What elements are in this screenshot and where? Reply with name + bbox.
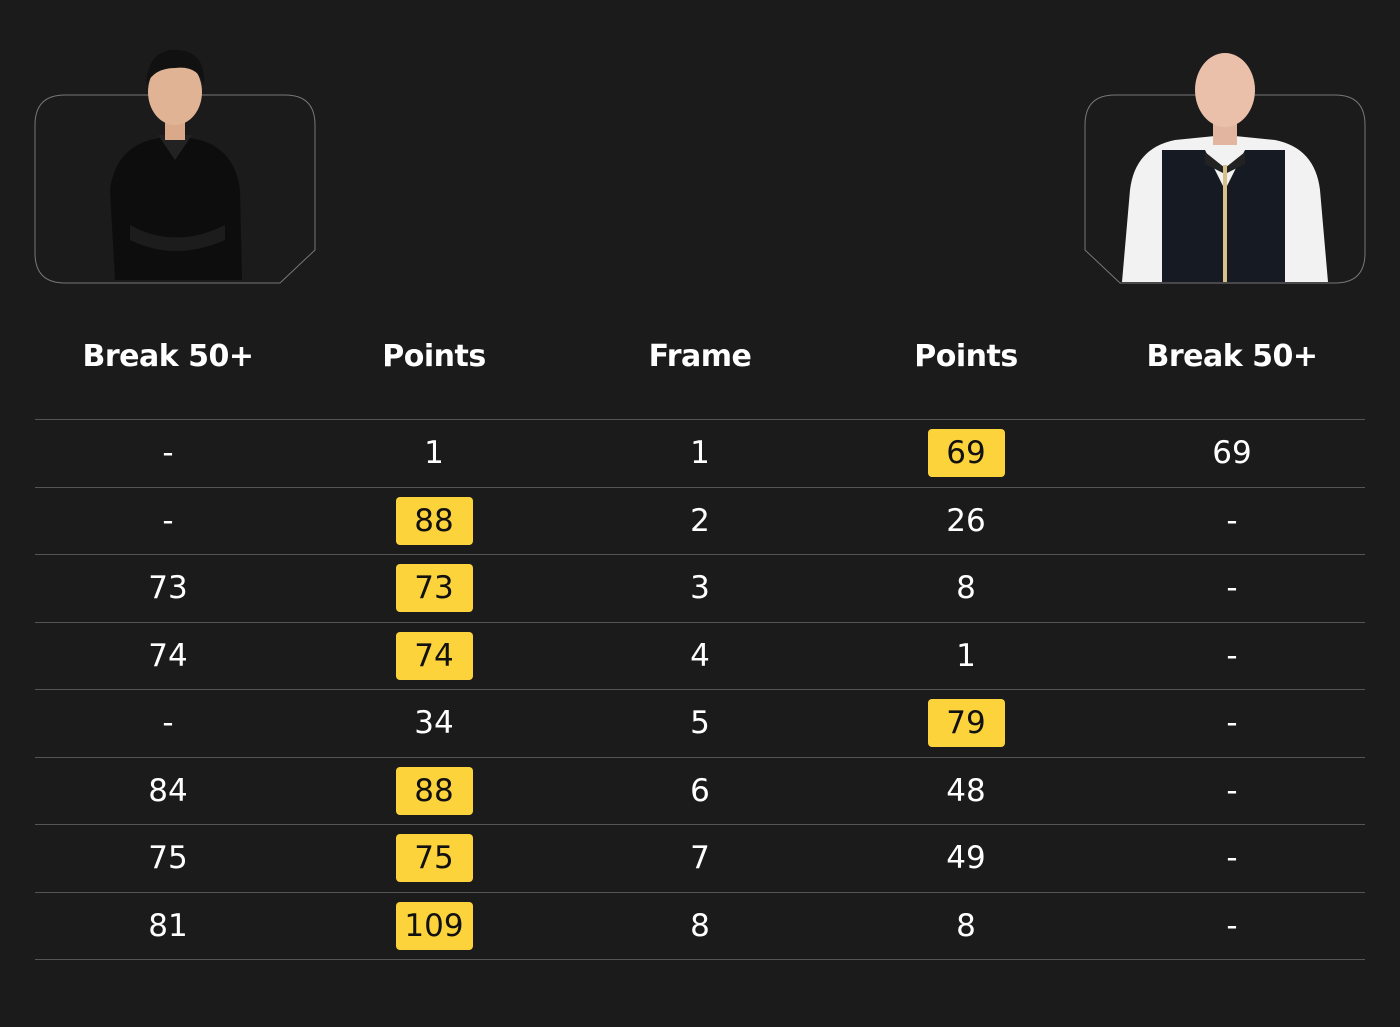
break-value: - (1226, 907, 1238, 944)
break-value: 75 (148, 840, 188, 877)
cell-break-left: - (35, 497, 301, 545)
cell-frame: 1 (567, 429, 833, 477)
cell-frame: 6 (567, 767, 833, 815)
header-frame: Frame (648, 339, 752, 374)
points-value: 8 (956, 907, 976, 944)
break-value: - (162, 435, 174, 472)
cell-frame: 8 (567, 902, 833, 950)
cell-points-left: 88 (301, 496, 567, 545)
frame-number: 7 (690, 840, 710, 877)
frame-scores-table: -1 1 69 69-88 2 26-73 73 3 8-74 74 4 1- -34 5 79-84 88 6… (35, 419, 1365, 960)
table-row: - 88 2 26 - (35, 488, 1365, 555)
header-points-right: Points (914, 339, 1018, 374)
cell-break-right: - (1099, 699, 1365, 747)
player-photo-left (30, 40, 320, 285)
break-value: - (1226, 840, 1238, 877)
break-value: - (1226, 772, 1238, 809)
winning-points-badge: 74 (395, 631, 473, 680)
cell-points-left: 74 (301, 631, 567, 680)
header-break-right: Break 50+ (1146, 339, 1318, 374)
points-value: 1 (956, 637, 976, 674)
points-value: 48 (946, 772, 986, 809)
cell-points-right: 69 (833, 429, 1099, 478)
frame-number: 3 (690, 570, 710, 607)
break-value: 74 (148, 637, 188, 674)
cell-points-right: 48 (833, 767, 1099, 815)
frame-number: 6 (690, 772, 710, 809)
winning-points-badge: 79 (927, 699, 1005, 748)
cell-break-left: 73 (35, 564, 301, 612)
header-points-left: Points (382, 339, 486, 374)
cell-break-right: - (1099, 632, 1365, 680)
cell-break-left: - (35, 699, 301, 747)
cell-break-right: - (1099, 902, 1365, 950)
break-value: 73 (148, 570, 188, 607)
points-value: 49 (946, 840, 986, 877)
break-value: 84 (148, 772, 188, 809)
cell-break-right: - (1099, 834, 1365, 882)
cell-points-right: 1 (833, 632, 1099, 680)
points-value: 34 (414, 705, 454, 742)
cell-break-left: 84 (35, 767, 301, 815)
player-photo-right (1080, 40, 1370, 285)
table-row: 75 75 7 49 - (35, 825, 1365, 893)
points-value: 1 (424, 435, 444, 472)
frame-number: 2 (690, 502, 710, 539)
cell-frame: 3 (567, 564, 833, 612)
table-row: 81 109 8 8 - (35, 893, 1365, 960)
winning-points-badge: 73 (395, 564, 473, 613)
cell-break-left: - (35, 429, 301, 477)
table-row: 73 73 3 8 - (35, 555, 1365, 623)
break-value: - (1226, 637, 1238, 674)
break-value: - (162, 705, 174, 742)
cell-break-right: - (1099, 497, 1365, 545)
break-value: - (1226, 502, 1238, 539)
frame-number: 1 (690, 435, 710, 472)
points-value: 8 (956, 570, 976, 607)
cell-break-right: - (1099, 767, 1365, 815)
cell-points-left: 109 (301, 901, 567, 950)
winning-points-badge: 75 (395, 834, 473, 883)
break-value: 69 (1212, 435, 1252, 472)
cell-points-left: 1 (301, 429, 567, 477)
break-value: - (1226, 705, 1238, 742)
cell-points-right: 8 (833, 564, 1099, 612)
frame-number: 4 (690, 637, 710, 674)
winning-points-badge: 109 (395, 901, 473, 950)
winning-points-badge: 88 (395, 766, 473, 815)
table-row: 84 88 6 48 - (35, 758, 1365, 825)
cell-frame: 7 (567, 834, 833, 882)
break-value: 81 (148, 907, 188, 944)
cell-points-right: 8 (833, 902, 1099, 950)
cell-points-right: 49 (833, 834, 1099, 882)
cell-points-left: 75 (301, 834, 567, 883)
table-header: Break 50+ Points Frame Points Break 50+ (35, 330, 1365, 384)
cell-break-left: 74 (35, 632, 301, 680)
cell-frame: 5 (567, 699, 833, 747)
points-value: 26 (946, 502, 986, 539)
break-value: - (162, 502, 174, 539)
cell-frame: 2 (567, 497, 833, 545)
winning-points-badge: 88 (395, 496, 473, 545)
cell-break-left: 75 (35, 834, 301, 882)
cell-break-right: - (1099, 564, 1365, 612)
cell-points-right: 79 (833, 699, 1099, 748)
frame-number: 5 (690, 705, 710, 742)
winning-points-badge: 69 (927, 429, 1005, 478)
cell-points-right: 26 (833, 497, 1099, 545)
cell-break-right: 69 (1099, 429, 1365, 477)
break-value: - (1226, 570, 1238, 607)
header-break-left: Break 50+ (82, 339, 254, 374)
cell-break-left: 81 (35, 902, 301, 950)
table-row: 74 74 4 1 - (35, 623, 1365, 690)
cell-points-left: 34 (301, 699, 567, 747)
frame-number: 8 (690, 907, 710, 944)
cell-frame: 4 (567, 632, 833, 680)
cell-points-left: 88 (301, 766, 567, 815)
cell-points-left: 73 (301, 564, 567, 613)
table-row: - 34 5 79 - (35, 690, 1365, 758)
table-row: - 1 1 69 69 (35, 420, 1365, 488)
